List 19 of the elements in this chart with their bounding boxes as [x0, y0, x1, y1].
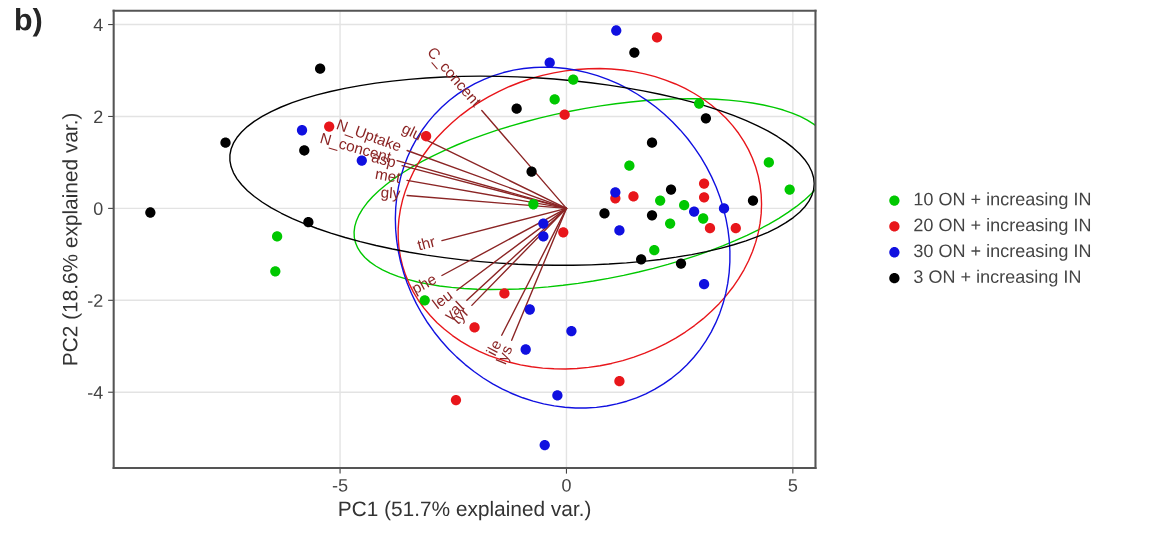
text: glu: [399, 122, 423, 144]
y-tick-label: 2: [94, 110, 103, 124]
legend-label: 10 ON + increasing IN: [914, 192, 1091, 210]
text: thr: [416, 235, 436, 251]
series-label: gly: [380, 186, 401, 203]
y-tick-label: -2: [88, 294, 103, 307]
y-tick-label: 0: [93, 202, 103, 216]
x-tick-label: 5: [788, 479, 798, 492]
text: met: [375, 169, 402, 184]
x-axis-title: PC1 (51.7% explained var.): [339, 500, 591, 521]
legend-label: 20 ON + increasing IN: [914, 218, 1091, 235]
x-tick-label: -5: [332, 479, 348, 492]
y-axis-title: PC2 (18.6% explained var.): [62, 113, 82, 365]
chart-title: b): [15, 8, 42, 37]
legend-label: 30 ON + increasing IN: [914, 243, 1091, 261]
legend-label: 3 ON + increasing IN: [914, 269, 1080, 287]
x-tick-label: 0: [562, 478, 571, 492]
y-tick-label: -4: [88, 386, 103, 399]
y-tick-label: 4: [93, 18, 103, 32]
